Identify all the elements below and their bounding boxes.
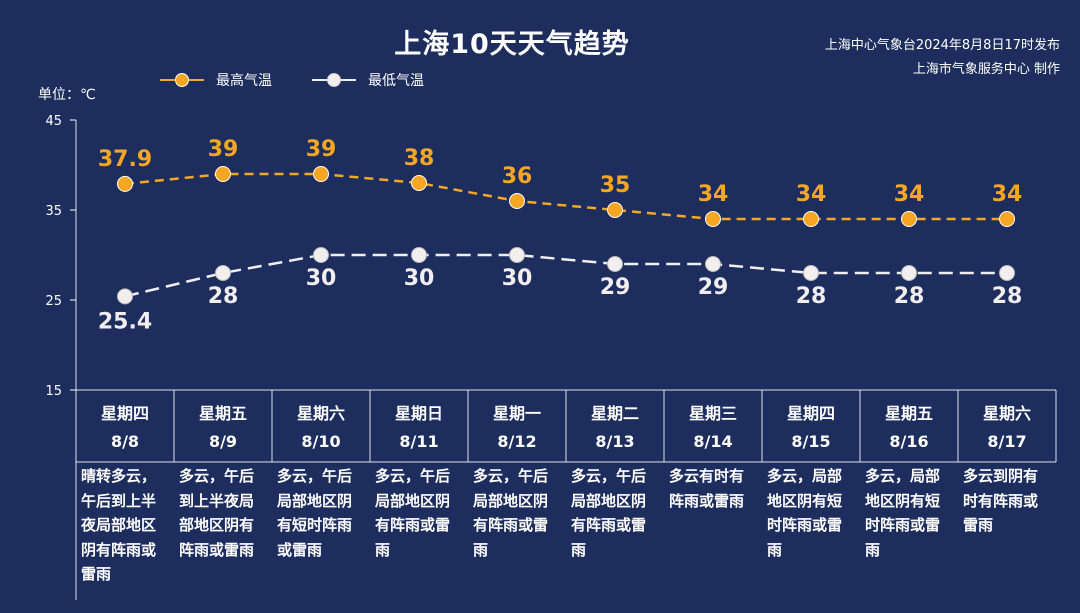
high-temp-point: [901, 211, 917, 227]
y-tick-label: 45: [45, 114, 62, 129]
legend-high-marker: [160, 73, 204, 87]
low-temp-point: [999, 265, 1015, 281]
y-tick-label: 15: [45, 384, 62, 399]
high-temp-point: [803, 211, 819, 227]
date-label: 8/9: [208, 432, 238, 451]
high-temp-label: 39: [208, 137, 239, 162]
high-temp-point: [705, 211, 721, 227]
weather-description: 多云到阴有时有阵雨或雷雨: [963, 467, 1039, 534]
legend-high-label: 最高气温: [216, 73, 272, 89]
high-temp-label: 39: [306, 137, 337, 162]
weekday-label: 星期六: [982, 404, 1031, 423]
low-temp-point: [803, 265, 819, 281]
date-label: 8/11: [399, 432, 439, 451]
high-temp-point: [509, 193, 525, 209]
legend-low-label: 最低气温: [368, 73, 424, 89]
weekday-label: 星期四: [786, 404, 835, 423]
weather-description: 多云，午后局部地区阴有阵雨或雷雨: [375, 467, 451, 559]
legend-item-low: 最低气温: [312, 70, 424, 90]
y-tick-label: 35: [45, 204, 62, 219]
y-tick-label: 25: [45, 294, 62, 309]
high-temp-point: [607, 202, 623, 218]
weekday-label: 星期一: [492, 404, 541, 423]
day-header: 星期二 8/13: [566, 394, 664, 462]
high-temp-point: [117, 175, 133, 192]
low-temp-point: [607, 256, 623, 272]
low-temp-label: 30: [404, 266, 435, 291]
low-temp-point: [411, 247, 427, 263]
date-label: 8/15: [791, 432, 831, 451]
weather-description: 多云，午后局部地区阴有阵雨或雷雨: [473, 467, 549, 559]
day-header: 星期一 8/12: [468, 394, 566, 462]
weekday-label: 星期日: [394, 404, 443, 423]
day-header: 星期四 8/8: [76, 394, 174, 462]
weekday-label: 星期二: [590, 404, 639, 423]
low-temp-point: [509, 247, 525, 263]
weekday-label: 星期五: [884, 404, 933, 423]
high-temp-label: 36: [502, 164, 533, 189]
date-label: 8/13: [595, 432, 635, 451]
high-temp-point: [411, 175, 427, 191]
weekday-label: 星期三: [688, 404, 737, 423]
legend-item-high: 最高气温: [160, 70, 272, 90]
date-label: 8/16: [889, 432, 929, 451]
high-temp-point: [999, 211, 1015, 227]
low-temp-label: 29: [698, 275, 729, 300]
low-temp-line: [124, 253, 1007, 298]
day-header: 星期日 8/11: [370, 394, 468, 462]
low-temp-label: 28: [992, 284, 1023, 309]
weekday-label: 星期五: [198, 404, 247, 423]
high-temp-label: 34: [796, 182, 827, 207]
weather-description: 多云，局部地区阴有短时阵雨或雷雨: [767, 467, 843, 559]
high-temp-label: 34: [698, 182, 729, 207]
low-temp-point: [901, 265, 917, 281]
date-label: 8/14: [693, 432, 733, 451]
high-temp-label: 38: [404, 146, 435, 171]
low-temp-label: 28: [208, 284, 239, 309]
date-label: 8/10: [301, 432, 341, 451]
legend-low-marker: [312, 73, 356, 87]
weather-description: 晴转多云，午后到上半夜局部地区阴有阵雨或雷雨: [81, 467, 157, 583]
high-temp-point: [313, 166, 329, 182]
publisher-line-1: 上海中心气象台2024年8月8日17时发布: [824, 38, 1060, 53]
publisher-line-2: 上海市气象服务中心 制作: [912, 62, 1060, 77]
weather-description: 多云，午后到上半夜局部地区阴有阵雨或雷雨: [179, 467, 255, 559]
low-temp-label: 30: [306, 266, 337, 291]
date-label: 8/8: [110, 432, 140, 451]
weather-description: 多云，局部地区阴有短时阵雨或雷雨: [865, 467, 941, 559]
weekday-label: 星期四: [100, 404, 149, 423]
day-header: 星期六 8/17: [958, 394, 1056, 462]
low-temp-label: 25.4: [98, 309, 152, 334]
high-temp-line: [124, 172, 1007, 221]
day-header: 星期六 8/10: [272, 394, 370, 462]
low-temp-point: [313, 247, 329, 263]
date-label: 8/17: [987, 432, 1027, 451]
low-temp-point: [117, 288, 133, 305]
high-temp-label: 34: [894, 182, 925, 207]
low-temp-label: 28: [894, 284, 925, 309]
low-temp-label: 30: [502, 266, 533, 291]
low-temp-point: [215, 265, 231, 281]
low-temp-point: [705, 256, 721, 272]
day-header: 星期三 8/14: [664, 394, 762, 462]
high-temp-label: 35: [600, 173, 631, 198]
day-header: 星期五 8/9: [174, 394, 272, 462]
day-header: 星期五 8/16: [860, 394, 958, 462]
weekday-label: 星期六: [296, 404, 345, 423]
y-axis-unit: 单位：℃: [38, 87, 96, 103]
weather-description: 多云，午后局部地区阴有短时阵雨或雷雨: [277, 467, 353, 559]
low-temp-label: 28: [796, 284, 827, 309]
chart-title: 上海10天天气趋势: [394, 29, 630, 60]
high-temp-point: [215, 166, 231, 182]
day-header: 星期四 8/15: [762, 394, 860, 462]
weather-description: 多云，午后局部地区阴有阵雨或雷雨: [571, 467, 647, 559]
date-label: 8/12: [497, 432, 537, 451]
low-temp-label: 29: [600, 275, 631, 300]
publisher-info: 上海中心气象台2024年8月8日17时发布 上海市气象服务中心 制作: [825, 34, 1060, 82]
legend: 最高气温 最低气温: [160, 70, 464, 90]
weather-description: 多云有时有阵雨或雷雨: [669, 467, 745, 510]
high-temp-label: 34: [992, 182, 1023, 207]
high-temp-label: 37.9: [98, 147, 152, 172]
